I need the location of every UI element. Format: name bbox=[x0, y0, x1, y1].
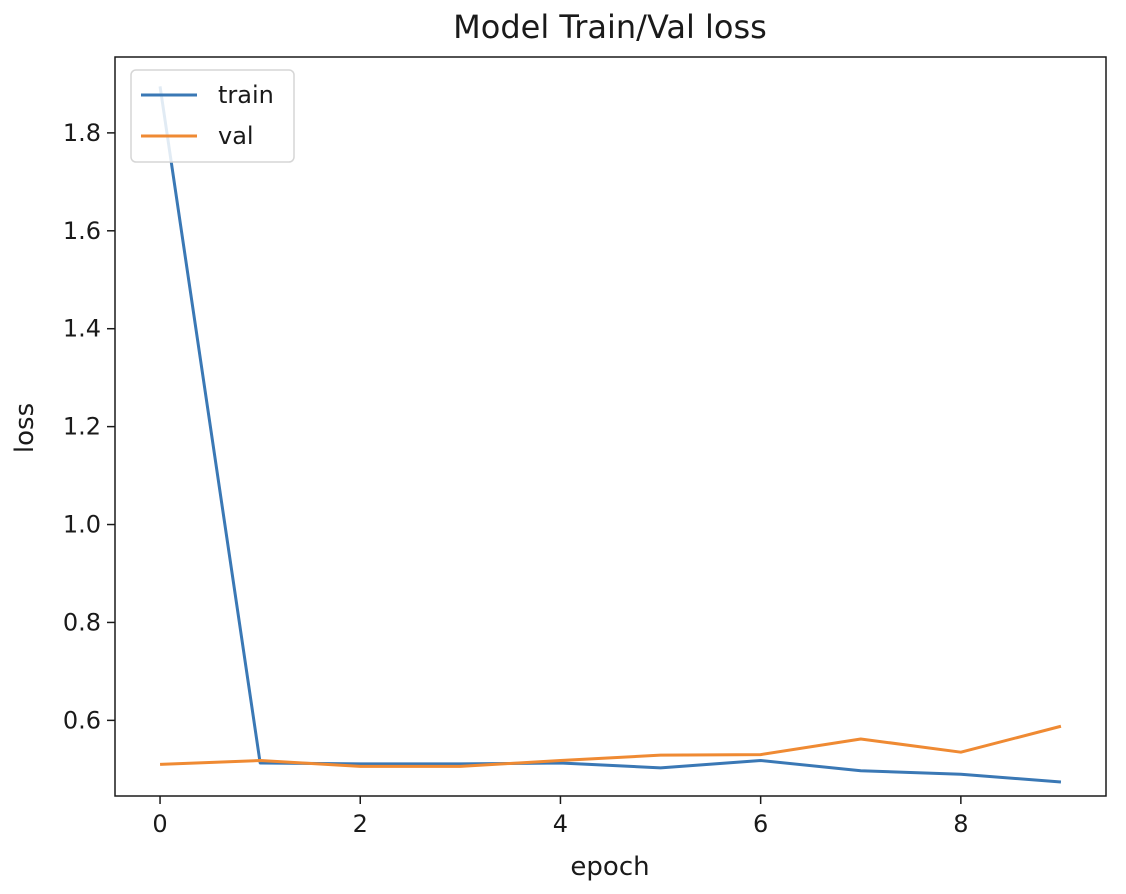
y-axis-ticks: 0.6 0.8 1.0 1.2 1.4 1.6 1.8 bbox=[63, 119, 115, 734]
x-axis-ticks: 0 2 4 6 8 bbox=[152, 796, 968, 838]
x-tick-label: 4 bbox=[553, 810, 568, 838]
y-tick-label: 0.6 bbox=[63, 706, 101, 734]
x-axis-label: epoch bbox=[570, 852, 649, 882]
y-tick-label: 1.0 bbox=[63, 511, 101, 539]
series-line-val bbox=[159, 724, 1062, 768]
series-line-train bbox=[158, 86, 1062, 784]
y-tick-label: 1.4 bbox=[63, 315, 101, 343]
legend-label-val: val bbox=[218, 122, 254, 150]
chart-title: Model Train/Val loss bbox=[453, 8, 767, 46]
legend-entries: train val bbox=[141, 81, 274, 150]
x-tick-label: 2 bbox=[353, 810, 368, 838]
y-axis-label: loss bbox=[10, 403, 40, 453]
legend-box bbox=[130, 69, 295, 163]
y-tick-label: 0.8 bbox=[63, 608, 101, 636]
legend: train val bbox=[130, 69, 295, 163]
x-tick-label: 6 bbox=[753, 810, 768, 838]
y-tick-label: 1.8 bbox=[63, 119, 101, 147]
series-layer bbox=[158, 86, 1062, 784]
y-tick-label: 1.2 bbox=[63, 413, 101, 441]
legend-label-train: train bbox=[218, 81, 274, 109]
plot-area-frame bbox=[114, 56, 1107, 797]
x-tick-label: 0 bbox=[152, 810, 167, 838]
y-tick-label: 1.6 bbox=[63, 217, 101, 245]
x-tick-label: 8 bbox=[953, 810, 968, 838]
